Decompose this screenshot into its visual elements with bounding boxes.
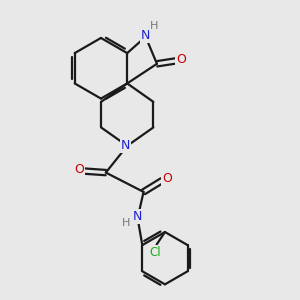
Text: H: H [150, 21, 158, 32]
Text: O: O [162, 172, 172, 185]
Text: N: N [121, 139, 130, 152]
Text: H: H [122, 218, 130, 228]
Text: N: N [132, 210, 142, 224]
Text: O: O [74, 164, 84, 176]
Text: N: N [141, 29, 150, 42]
Text: O: O [176, 53, 186, 66]
Text: Cl: Cl [149, 246, 161, 259]
